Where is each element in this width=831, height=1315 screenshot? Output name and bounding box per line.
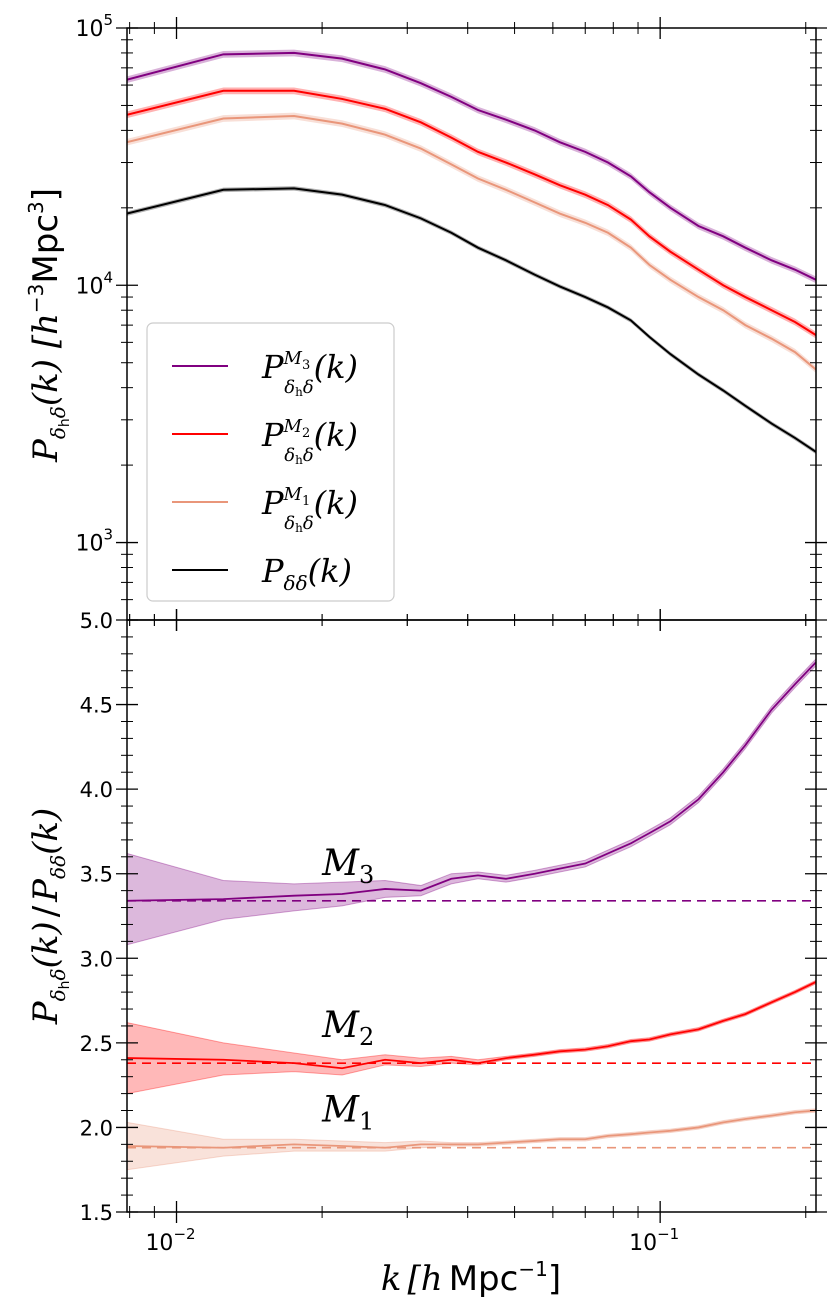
series-label-M3: M3	[321, 843, 374, 889]
bottom-band-M1	[126, 1108, 817, 1171]
top-y-tick-label: 104	[75, 268, 113, 299]
series-label-M2: M2	[321, 1005, 374, 1051]
top-y-tick-label: 105	[75, 11, 113, 42]
bottom-y-tick-label: 4.0	[80, 778, 113, 802]
legend-frame	[146, 322, 395, 602]
legend-label-matter: Pδδ(k)	[261, 552, 352, 595]
bottom-x-tick-label: 10−2	[145, 1225, 195, 1256]
bottom-y-tick-label: 3.5	[80, 863, 113, 887]
bottom-band-M2	[126, 979, 817, 1095]
bottom-x-tick-label: 10−1	[629, 1225, 679, 1256]
legend-label-M2: PM2 δhδ(k)	[261, 416, 358, 467]
bottom-band-M3	[126, 657, 817, 946]
mass-bin-labels: M3 M2 M1	[321, 843, 374, 1136]
top-line-matter	[126, 187, 817, 453]
bottom-line-M3	[126, 661, 817, 902]
bottom-plot-frame	[126, 619, 817, 1213]
bottom-y-tick-labels: 1.5 2.0 2.5 3.0 3.5 4.0 4.5 5.0	[80, 609, 113, 1225]
bottom-line-M2	[126, 981, 817, 1070]
top-line-M2	[126, 89, 817, 336]
top-y-axis-label: Pδhδ(k) [h−3Mpc3]	[24, 188, 73, 463]
top-series-lines	[126, 51, 817, 453]
bottom-series-lines	[126, 661, 817, 1149]
legend-label-M3: PM3 δhδ(k)	[261, 348, 358, 399]
bottom-y-tick-label: 4.5	[80, 694, 113, 718]
bottom-bias-lines	[127, 899, 816, 1149]
top-line-M3	[126, 51, 817, 281]
x-axis-label: k [h Mpc−1]	[381, 1257, 561, 1299]
top-y-tick-label: 103	[75, 526, 113, 557]
bottom-y-tick-label: 2.0	[80, 1116, 113, 1140]
power-spectrum-panel: 103 104 105 PM3 δhδ(k) PM2 δhδ(k) PM1 δhδ(k) Pδδ…	[24, 11, 827, 631]
bottom-y-tick-label: 3.0	[80, 947, 113, 971]
bias-ratio-panel: 1.5 2.0 2.5 3.0 3.5 4.0 4.5 5.0 10−2 10−1 M3 M2 M1…	[26, 609, 827, 1299]
legend: PM3 δhδ(k) PM2 δhδ(k) PM1 δhδ(k) Pδδ(k)	[146, 322, 395, 602]
series-label-M1: M1	[321, 1090, 374, 1136]
bottom-line-M1	[126, 1109, 817, 1149]
bottom-y-tick-label: 5.0	[80, 609, 113, 633]
bottom-x-tick-labels: 10−2 10−1	[145, 1225, 679, 1256]
bottom-y-axis-label: Pδhδ(k)/Pδδ(k)	[26, 808, 73, 1026]
top-band-M2	[127, 87, 816, 339]
bottom-y-tick-label: 2.5	[80, 1032, 113, 1056]
bottom-error-bands	[126, 657, 817, 1171]
top-y-tick-labels: 103 104 105	[75, 11, 113, 557]
top-band-M3	[127, 49, 816, 284]
legend-label-M1: PM1 δhδ(k)	[261, 484, 358, 535]
bottom-y-tick-label: 1.5	[80, 1201, 113, 1225]
top-line-M1	[126, 114, 817, 371]
